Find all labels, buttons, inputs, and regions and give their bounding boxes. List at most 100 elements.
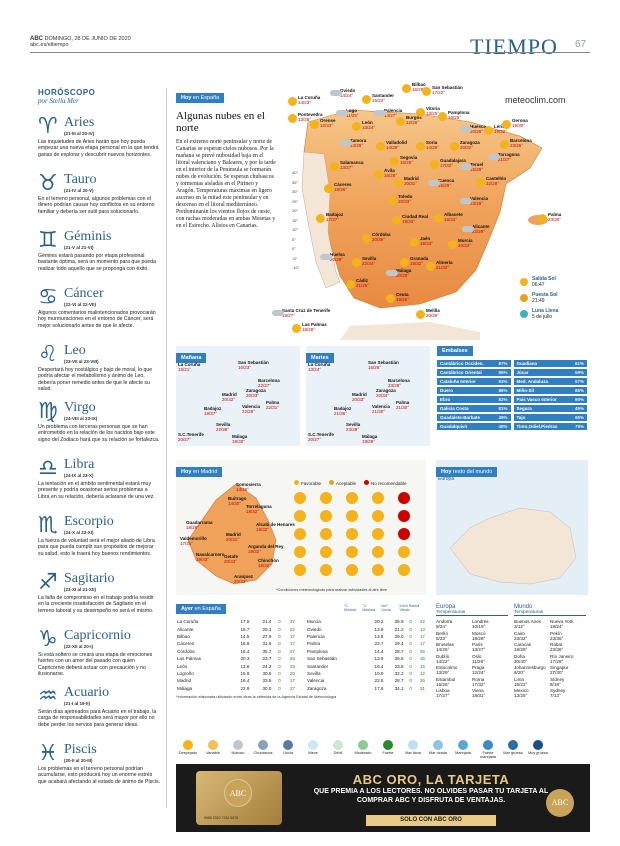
legend-label: Variable [206, 751, 220, 755]
table-cell: 14.4 [374, 648, 384, 654]
temp-value: 23/36° [550, 647, 564, 652]
city-temp: 21/32° [436, 265, 450, 270]
yesterday-table-left: La Coruña 17.5 21.4 0 27 Alicante 19.7 29.1 0 22 B… [176, 618, 296, 692]
temp-row: Andorra 9/24° Londres 10/19° [436, 619, 508, 631]
city-name: Madrid [404, 176, 419, 181]
city-label: Cádiz 21/25° [356, 278, 369, 288]
temp-city: Mexico [514, 688, 529, 693]
city-name: La Coruña [178, 362, 201, 367]
temp-row: Johannesburgo 6/20° Singapur 27/30° [514, 665, 586, 677]
city-label: Buitrago 14/30° [228, 496, 247, 506]
city-temp: 14/28° [350, 143, 364, 148]
astro-value: 5 de julio [532, 314, 553, 320]
legend-item: Moderado [351, 740, 375, 764]
legend-label: Despejado [178, 751, 198, 755]
legend-icon [358, 740, 368, 750]
city-label: San Sebastián 17/22° [432, 85, 463, 95]
city-temp: 20/27° [178, 437, 192, 442]
table-cell: 0 [409, 663, 412, 669]
madrid-tag-b: en Madrid [192, 469, 218, 475]
abc-oro-ad[interactable]: ABC 9985 2020 7234 5678 ABC ORO, LA TARJ… [176, 764, 590, 832]
temp-city: Moscú [472, 630, 486, 636]
world-tag: Hoy resto del mundo [436, 467, 498, 477]
reservoir-pct: 61% [574, 361, 584, 366]
city-label: Castellón 22/29° [486, 176, 506, 186]
city-temp: 20/33° [398, 199, 412, 204]
temp-city: Río Janeiro [550, 653, 574, 659]
city-temp: 21/27° [498, 157, 512, 162]
legend-item: Mar llana [401, 740, 425, 764]
city-label: Bilbao 16/28° [412, 82, 426, 92]
horoscope-sign: ♑ Capricornio (22-XII al 20-I) Si está solt… [38, 628, 160, 682]
city-temp: 13/27° [340, 165, 354, 170]
activity-icon [294, 510, 306, 522]
temp-value: 8/18° [550, 681, 561, 687]
temp-cell: Berlín 8/23° [436, 631, 472, 643]
city-label: Palma 21/30° [396, 400, 409, 410]
city-name: Pontevedra [298, 112, 323, 117]
temp-value: 11/26° [472, 658, 485, 664]
table-cell: Murcia [307, 619, 321, 625]
table-cell: 15 [419, 663, 425, 669]
cloud-icon [460, 164, 472, 170]
reservoir-cell: Segura 49% [513, 405, 587, 412]
temp-city: Bruselas [436, 642, 454, 647]
sun-icon [362, 95, 371, 104]
city-label: Málaga 20/28° [396, 268, 411, 278]
temp-city: Dublín [436, 653, 450, 659]
city-name: Zaragoza [376, 388, 396, 393]
temp-cell: Cairo 23/32° [514, 631, 550, 643]
astro-text: Luna Llena 5 de julio [532, 308, 558, 320]
page-header: ABC DOMINGO, 28 DE JUNIO DE 2020 abc.es/… [30, 36, 590, 50]
reservoir-cell: Tinto,Odiel,Piedras 79% [513, 423, 587, 430]
city-temp: 15/26° [400, 160, 414, 165]
temp-value: 13/29° [436, 670, 450, 675]
city-name: Santa Cruz de Tenerife [282, 308, 331, 313]
city-name: Lérida [494, 124, 508, 129]
canarias-label [236, 305, 246, 309]
sun-icon [292, 324, 301, 333]
ad-cta[interactable]: SOLO CON ABC ORO [366, 815, 496, 826]
temp-value: 17/32° [472, 681, 486, 687]
city-name: Granada [410, 256, 429, 261]
sun-icon [402, 84, 411, 93]
city-name: Ávila [384, 168, 395, 173]
city-label: Palma 23/30° [548, 212, 561, 222]
temp-cell: Doha 30/40° [514, 654, 550, 666]
legend-item: Lluvia [276, 740, 300, 764]
temp-value: 16/22° [514, 681, 528, 687]
city-name: Sevilla [346, 422, 361, 427]
horoscope-sign: ♎ Libra (24-IX al 23-X) La tentación en el … [38, 457, 160, 511]
sign-name: Aries [64, 115, 95, 130]
sign-dates: (21-V al 21-VI) [64, 245, 94, 250]
city-temp: 14/24° [340, 93, 354, 98]
city-name: Palma [396, 400, 410, 405]
city-label: Badajoz 21/36° [334, 406, 351, 416]
city-temp: 19/32° [494, 129, 508, 134]
city-temp: 20/29° [330, 257, 344, 262]
temp-value: 16/26° [436, 681, 450, 687]
city-temp: 13/28° [298, 117, 312, 122]
city-label: Sevilla 22/34° [362, 256, 376, 266]
city-temp: 11/25° [346, 113, 359, 118]
city-temp: 17/31° [180, 541, 194, 546]
city-temp: 20/32° [222, 397, 236, 402]
city-temp: 23/28° [470, 201, 484, 206]
city-label: Santa Cruz de Tenerife 19/27° [282, 308, 330, 318]
reservoir-cell: Cataluña Interior 93% [437, 378, 511, 385]
today-tag-a: Hoy [181, 95, 192, 101]
table-cell: 23.7 [262, 656, 272, 662]
city-label: S.C.Tenerife 20/27° [308, 432, 334, 442]
table-cell: 32.2 [394, 670, 404, 676]
temp-city: Estambul [436, 676, 456, 682]
temp-city: Nueva York [550, 619, 574, 624]
reservoir-cell: Duero 86% [437, 387, 511, 394]
city-name: Madrid [222, 392, 237, 397]
paper-site: abc.es/eltiempo [30, 42, 69, 48]
temp-cell: Singapur 27/30° [550, 665, 586, 677]
sign-text: En el terreno personal, algunos problema… [38, 196, 155, 215]
horoscope-title: HORÓSCOPO [38, 88, 96, 97]
activity-icon [320, 528, 332, 540]
city-temp: 19/25° [396, 297, 410, 302]
sun-icon [410, 238, 419, 247]
